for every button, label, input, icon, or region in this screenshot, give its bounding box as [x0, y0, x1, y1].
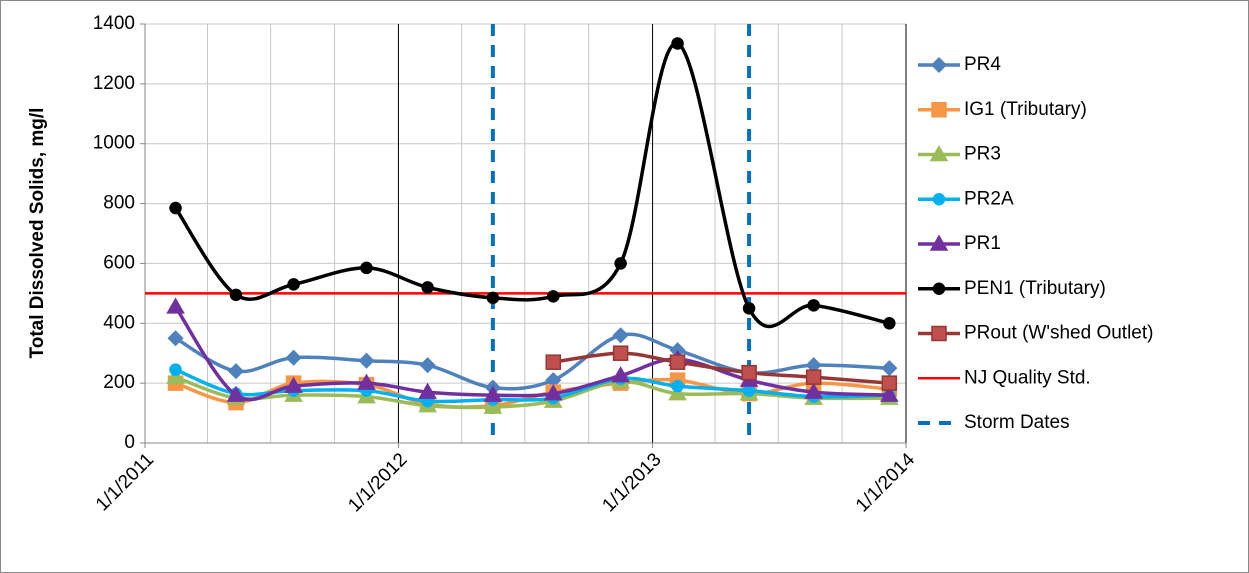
legend-label: IG1 (Tributary)	[964, 99, 1087, 120]
marker	[169, 201, 182, 215]
legend-item: PRout (W'shed Outlet)	[918, 323, 1153, 344]
y-tick-label: 1400	[93, 13, 135, 34]
marker	[931, 102, 947, 118]
marker	[930, 56, 948, 74]
marker	[483, 385, 503, 402]
legend-item: PR4	[918, 54, 1001, 75]
legend-item: PR3	[918, 144, 1001, 165]
marker	[612, 345, 629, 361]
legend-label: NJ Quality Std.	[964, 367, 1091, 388]
marker	[287, 278, 300, 291]
y-tick-label: 0	[124, 432, 135, 453]
marker	[741, 364, 757, 381]
legend-label: PEN1 (Tributary)	[964, 278, 1106, 299]
marker	[805, 369, 822, 385]
marker	[166, 297, 185, 314]
marker	[668, 384, 687, 401]
marker	[669, 354, 686, 370]
marker	[932, 282, 946, 295]
y-tick-label: 200	[103, 372, 135, 393]
marker	[357, 373, 376, 390]
y-tick-label: 600	[103, 252, 135, 273]
y-tick-label: 800	[103, 193, 135, 214]
marker	[612, 327, 629, 344]
marker	[611, 366, 630, 383]
marker	[932, 193, 946, 206]
marker	[804, 382, 823, 399]
marker	[226, 385, 246, 402]
legend-label: PR1	[964, 233, 1001, 254]
y-tick-label: 1000	[93, 133, 135, 154]
marker	[671, 37, 684, 50]
marker	[483, 397, 503, 414]
marker	[418, 382, 437, 399]
marker	[614, 257, 627, 270]
marker	[169, 363, 182, 376]
legend-label: PR4	[964, 54, 1001, 75]
legend-item: IG1 (Tributary)	[918, 99, 1087, 120]
marker	[545, 354, 562, 370]
marker	[931, 325, 947, 342]
legend-item: PR2A	[918, 188, 1014, 209]
legend-item: NJ Quality Std.	[918, 367, 1091, 388]
marker	[421, 281, 434, 294]
marker	[358, 352, 375, 369]
legend-label: PRout (W'shed Outlet)	[964, 323, 1153, 344]
marker	[360, 261, 373, 275]
legend-item: PR1	[918, 233, 1001, 254]
marker	[881, 375, 898, 391]
marker	[929, 234, 949, 251]
legend-label: PR2A	[964, 188, 1014, 209]
marker	[742, 302, 756, 315]
marker	[167, 330, 184, 347]
legend-item: Storm Dates	[918, 412, 1070, 433]
marker	[883, 317, 896, 330]
legend-label: Storm Dates	[964, 412, 1070, 433]
marker	[807, 299, 820, 312]
marker	[543, 384, 563, 401]
marker	[419, 357, 436, 374]
marker	[229, 288, 243, 302]
marker	[284, 376, 303, 393]
y-tick-label: 1200	[93, 73, 135, 94]
marker	[227, 363, 245, 380]
series-line	[174, 305, 890, 402]
legend-item: PEN1 (Tributary)	[918, 278, 1106, 299]
marker	[166, 367, 185, 384]
marker	[671, 379, 684, 393]
marker	[486, 291, 500, 305]
marker	[881, 360, 898, 377]
marker	[880, 385, 899, 402]
y-tick-label: 400	[103, 312, 135, 333]
marker	[547, 290, 560, 303]
legend-label: PR3	[964, 144, 1001, 165]
y-axis-title: Total Dissolved Solids, mg/l	[27, 108, 48, 359]
marker	[285, 349, 302, 366]
marker	[929, 144, 949, 162]
